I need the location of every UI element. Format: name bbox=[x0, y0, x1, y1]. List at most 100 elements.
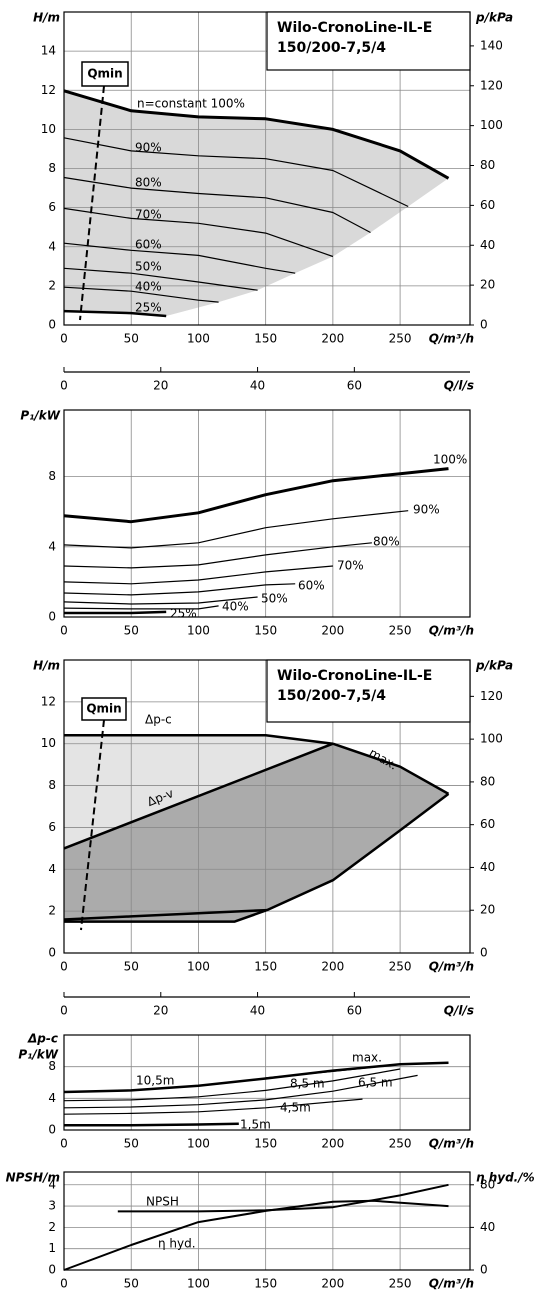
y2-tick-label: 80 bbox=[480, 774, 495, 788]
x-tick-label: 200 bbox=[321, 332, 344, 346]
y-tick-label: 0 bbox=[48, 1263, 56, 1277]
curve-label: 70% bbox=[337, 559, 364, 573]
y-tick-label: 2 bbox=[48, 278, 56, 292]
curve-label: 8,5 m bbox=[290, 1077, 325, 1091]
curve bbox=[63, 583, 296, 596]
x-tick-label: 250 bbox=[389, 624, 412, 638]
x-tick-label: 100 bbox=[187, 332, 210, 346]
y-tick-label: 8 bbox=[48, 1059, 56, 1073]
curve-label: Δp-c bbox=[145, 713, 172, 727]
curve bbox=[63, 565, 333, 585]
y2-tick-label: 0 bbox=[480, 946, 488, 960]
y2-tick-label: 20 bbox=[480, 278, 495, 292]
curve-label: 40% bbox=[135, 280, 162, 294]
x-tick-label: 50 bbox=[124, 1137, 139, 1151]
y2-axis-label: p/kPa bbox=[475, 11, 513, 25]
y-tick-label: 0 bbox=[48, 610, 56, 624]
curve-label: NPSH bbox=[146, 1195, 179, 1209]
y-tick-label: 0 bbox=[48, 318, 56, 332]
y-tick-label: 14 bbox=[41, 44, 56, 58]
x-tick-label: 0 bbox=[60, 1277, 68, 1291]
y-tick-label: 0 bbox=[48, 1123, 56, 1137]
curve-label: η hyd. bbox=[158, 1237, 196, 1251]
x2-tick-label: 0 bbox=[60, 1004, 68, 1018]
x-tick-label: 100 bbox=[187, 1137, 210, 1151]
chart-title: Wilo-CronoLine-IL-E bbox=[277, 668, 432, 684]
curve bbox=[64, 1122, 239, 1127]
curve bbox=[63, 286, 219, 303]
curve-label: 90% bbox=[413, 503, 440, 517]
y-axis-label: H/m bbox=[33, 659, 60, 673]
y2-axis-label: η hyd./% bbox=[476, 1171, 535, 1185]
x-axis-label: Q/m³/h bbox=[429, 332, 474, 346]
x-tick-label: 0 bbox=[60, 332, 68, 346]
y-tick-label: 10 bbox=[41, 122, 56, 136]
qmin-box bbox=[81, 697, 127, 721]
curve bbox=[63, 1098, 363, 1115]
x-tick-label: 200 bbox=[321, 1137, 344, 1151]
x-tick-label: 250 bbox=[389, 1137, 412, 1151]
y2-tick-label: 0 bbox=[480, 1263, 488, 1277]
y-tick-label: 6 bbox=[48, 200, 56, 214]
x2-tick-label: 20 bbox=[153, 1004, 168, 1018]
y-axis-label: NPSH/m bbox=[6, 1171, 60, 1185]
curve-label: 50% bbox=[135, 260, 162, 274]
y-tick-label: 4 bbox=[48, 239, 56, 253]
curve-label: 100% bbox=[433, 453, 467, 467]
curve bbox=[117, 1183, 449, 1213]
x-tick-label: 200 bbox=[321, 1277, 344, 1291]
x-axis-label: Q/m³/h bbox=[429, 1137, 474, 1151]
y2-tick-label: 20 bbox=[480, 903, 495, 917]
x-tick-label: 150 bbox=[254, 332, 277, 346]
x-tick-label: 150 bbox=[254, 960, 277, 974]
y-tick-label: 2 bbox=[48, 904, 56, 918]
curve bbox=[63, 467, 449, 524]
x-axis-label: Q/m³/h bbox=[429, 960, 474, 974]
y2-axis-label: p/kPa bbox=[475, 659, 513, 673]
curve bbox=[63, 542, 372, 569]
x-tick-label: 250 bbox=[389, 332, 412, 346]
x2-tick-label: 60 bbox=[347, 1004, 362, 1018]
x-tick-label: 50 bbox=[124, 1277, 139, 1291]
y-tick-label: 4 bbox=[48, 862, 56, 876]
x-tick-label: 250 bbox=[389, 1277, 412, 1291]
y2-tick-label: 40 bbox=[480, 238, 495, 252]
x-tick-label: 150 bbox=[254, 624, 277, 638]
y2-tick-label: 40 bbox=[480, 1220, 495, 1234]
x-tick-label: 50 bbox=[124, 960, 139, 974]
curve bbox=[63, 89, 450, 180]
y2-tick-label: 80 bbox=[480, 158, 495, 172]
curve-label: 25% bbox=[170, 607, 197, 621]
y2-tick-label: 60 bbox=[480, 817, 495, 831]
x-tick-label: 50 bbox=[124, 624, 139, 638]
plot-frame bbox=[63, 1171, 471, 1271]
y-tick-label: 12 bbox=[41, 694, 56, 708]
y-tick-label: 6 bbox=[48, 820, 56, 834]
x-tick-label: 150 bbox=[254, 1137, 277, 1151]
curve bbox=[63, 207, 334, 258]
curve-label: 40% bbox=[222, 600, 249, 614]
y-tick-label: 12 bbox=[41, 83, 56, 97]
x-tick-label: 200 bbox=[321, 960, 344, 974]
x2-axis-label: Q/l/s bbox=[444, 379, 474, 393]
curve bbox=[63, 267, 258, 291]
curve bbox=[63, 1074, 418, 1109]
y-axis-label: H/m bbox=[33, 11, 60, 25]
x-axis-label: Q/m³/h bbox=[429, 624, 474, 638]
chart-subtitle: 150/200-7,5/4 bbox=[277, 688, 386, 704]
curve-label: 60% bbox=[298, 579, 325, 593]
curve bbox=[265, 1063, 401, 1079]
curve bbox=[63, 596, 258, 605]
y-tick-label: 4 bbox=[48, 1091, 56, 1105]
x2-tick-label: 40 bbox=[250, 379, 265, 393]
x2-axis-label: Q/l/s bbox=[444, 1004, 474, 1018]
x-tick-label: 250 bbox=[389, 960, 412, 974]
y2-tick-label: 80 bbox=[480, 1177, 495, 1191]
curve bbox=[63, 176, 371, 234]
x-tick-label: 50 bbox=[124, 332, 139, 346]
dpv-region bbox=[64, 743, 449, 922]
curve-label: 10,5m bbox=[136, 1074, 174, 1088]
curve-label: max. bbox=[352, 1051, 382, 1065]
y2-tick-label: 60 bbox=[480, 198, 495, 212]
